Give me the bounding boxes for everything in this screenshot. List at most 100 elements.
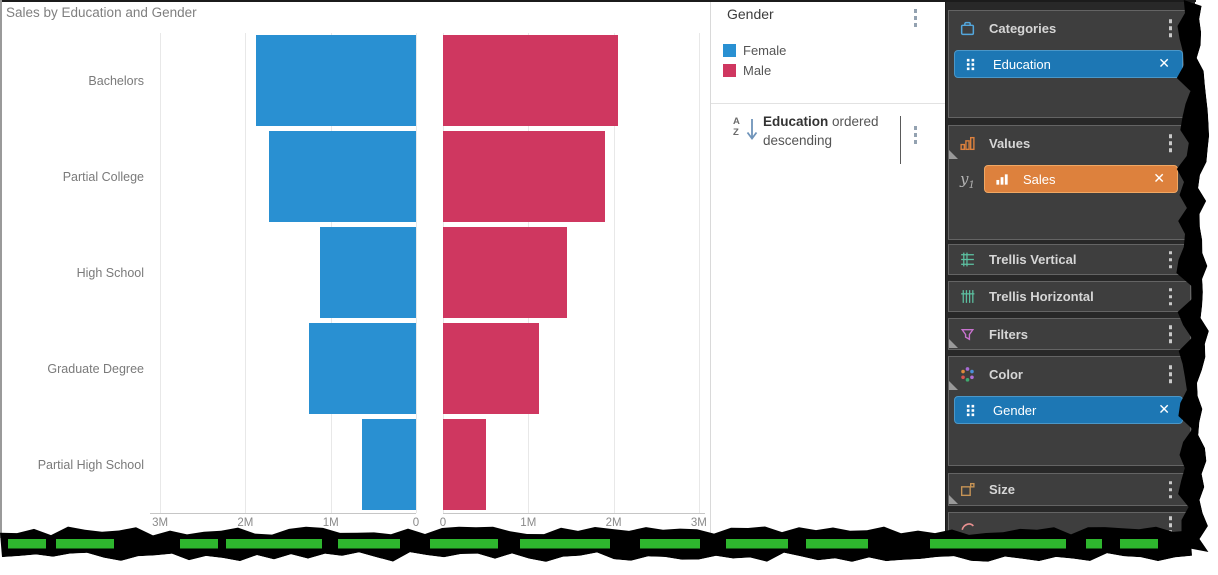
chip-label: Sales — [1023, 171, 1056, 187]
x-axis-tick: 0 — [439, 517, 447, 529]
x-axis-tick: 2M — [605, 517, 622, 529]
section-label: Color — [989, 366, 1023, 382]
category-axis-label: Bachelors — [88, 74, 144, 88]
section-menu-kebab-icon[interactable] — [1168, 480, 1172, 499]
x-axis-tick: 2M — [237, 517, 254, 529]
gridline — [698, 33, 700, 513]
x-axis-tick: 3M — [690, 517, 707, 529]
filters-icon — [959, 325, 977, 343]
chip-label: Education — [993, 56, 1051, 72]
section-label: Trellis Horizontal — [989, 289, 1094, 304]
gridline — [245, 33, 247, 513]
screenshot-top-edge — [0, 0, 1196, 2]
category-axis-label: Partial College — [62, 170, 144, 184]
legend-label: Female — [743, 42, 787, 58]
expand-corner-handle[interactable] — [949, 381, 958, 390]
legend-item-male[interactable]: Male — [723, 62, 771, 78]
section-values: Values y1 Sales ✕ — [948, 125, 1191, 240]
legend-swatch — [723, 43, 736, 57]
close-icon[interactable]: ✕ — [1153, 171, 1165, 187]
legend-item-female[interactable]: Female — [723, 42, 786, 58]
close-icon[interactable]: ✕ — [1158, 56, 1170, 72]
size-icon — [959, 481, 977, 499]
section-menu-kebab-icon[interactable] — [1168, 134, 1172, 152]
chip-label: Gender — [993, 402, 1037, 418]
chip-sales[interactable]: Sales ✕ — [984, 165, 1178, 193]
values-icon — [959, 134, 977, 152]
section-header-size[interactable]: Size — [949, 474, 1190, 505]
section-trellis-vertical: Trellis Vertical — [948, 244, 1191, 275]
section-label: Values — [989, 135, 1031, 151]
section-menu-kebab-icon[interactable] — [1168, 250, 1172, 269]
sort-description[interactable]: Education ordered descending — [763, 114, 879, 148]
section-menu-kebab-icon[interactable] — [1168, 19, 1172, 37]
chip-education[interactable]: Education ✕ — [954, 50, 1183, 78]
section-header-filters[interactable]: Filters — [949, 319, 1190, 349]
fields-panel: Categories Education ✕ Values y1 Sales ✕ Trelli… — [945, 0, 1195, 540]
x-axis-tick: 3M — [152, 517, 169, 529]
plot-area-male — [443, 33, 705, 514]
color-icon — [959, 365, 977, 383]
category-axis-label: High School — [76, 266, 144, 280]
bar-chart-icon — [995, 172, 1010, 187]
legend-menu-kebab-icon[interactable] — [913, 9, 917, 27]
gridline — [416, 33, 417, 513]
chip-gender[interactable]: Gender ✕ — [954, 396, 1183, 424]
close-icon[interactable]: ✕ — [1158, 402, 1170, 418]
y1-axis-label: y1 — [960, 170, 975, 191]
section-trellis-horizontal: Trellis Horizontal — [948, 281, 1191, 312]
trellis-horizontal-icon — [959, 288, 977, 306]
x-axis-tick: 0 — [412, 517, 420, 529]
gridline — [160, 33, 162, 513]
plot-area-female — [150, 33, 417, 514]
categories-icon — [959, 19, 977, 37]
bar-female-partial-college[interactable] — [269, 131, 416, 222]
section-menu-kebab-icon[interactable] — [1168, 516, 1172, 534]
section-label: Size — [989, 482, 1016, 497]
section-menu-kebab-icon[interactable] — [1168, 287, 1172, 306]
divider — [711, 103, 945, 104]
legend-title: Gender — [727, 6, 774, 22]
x-axis-tick: 1M — [520, 517, 537, 529]
bar-female-high-school[interactable] — [320, 227, 416, 318]
screenshot-left-edge — [0, 0, 2, 538]
bar-female-bachelors[interactable] — [255, 35, 416, 126]
trellis-vertical-icon — [959, 251, 977, 269]
bar-male-high-school[interactable] — [443, 227, 567, 318]
expand-corner-handle[interactable] — [949, 150, 958, 159]
x-axis-tick: 1M — [322, 517, 339, 529]
section-label: Trellis Vertical — [989, 252, 1077, 267]
section-color: Color Gender ✕ — [948, 356, 1191, 466]
section-header-categories[interactable]: Categories — [949, 11, 1190, 45]
section-header-shape[interactable] — [949, 513, 1190, 537]
bar-male-partial-college[interactable] — [443, 131, 606, 222]
section-shape — [948, 512, 1191, 538]
bar-female-partial-high-school[interactable] — [362, 419, 416, 510]
section-header-trellis-horizontal[interactable]: Trellis Horizontal — [949, 282, 1190, 311]
grip-icon — [965, 57, 980, 72]
bar-male-graduate-degree[interactable] — [443, 323, 540, 414]
sort-menu-kebab-icon[interactable] — [913, 126, 917, 144]
chart-title: Sales by Education and Gender — [6, 5, 197, 20]
section-header-values[interactable]: Values — [949, 126, 1190, 160]
legend-label: Male — [743, 62, 772, 78]
category-axis-label: Graduate Degree — [47, 362, 144, 376]
section-menu-kebab-icon[interactable] — [1168, 365, 1172, 383]
section-label: Filters — [989, 326, 1029, 342]
section-header-color[interactable]: Color — [949, 357, 1190, 391]
sort-item-divider — [900, 116, 901, 164]
bar-female-graduate-degree[interactable] — [309, 323, 416, 414]
section-label: Categories — [989, 20, 1057, 36]
expand-corner-handle[interactable] — [949, 339, 958, 348]
section-header-trellis-vertical[interactable]: Trellis Vertical — [949, 245, 1190, 274]
bar-male-bachelors[interactable] — [443, 35, 618, 126]
section-menu-kebab-icon[interactable] — [1168, 325, 1172, 343]
bar-male-partial-high-school[interactable] — [443, 419, 486, 510]
category-axis-label: Partial High School — [37, 458, 144, 472]
expand-corner-handle[interactable] — [949, 495, 958, 504]
shape-icon — [959, 516, 977, 534]
section-categories: Categories Education ✕ — [948, 10, 1191, 118]
